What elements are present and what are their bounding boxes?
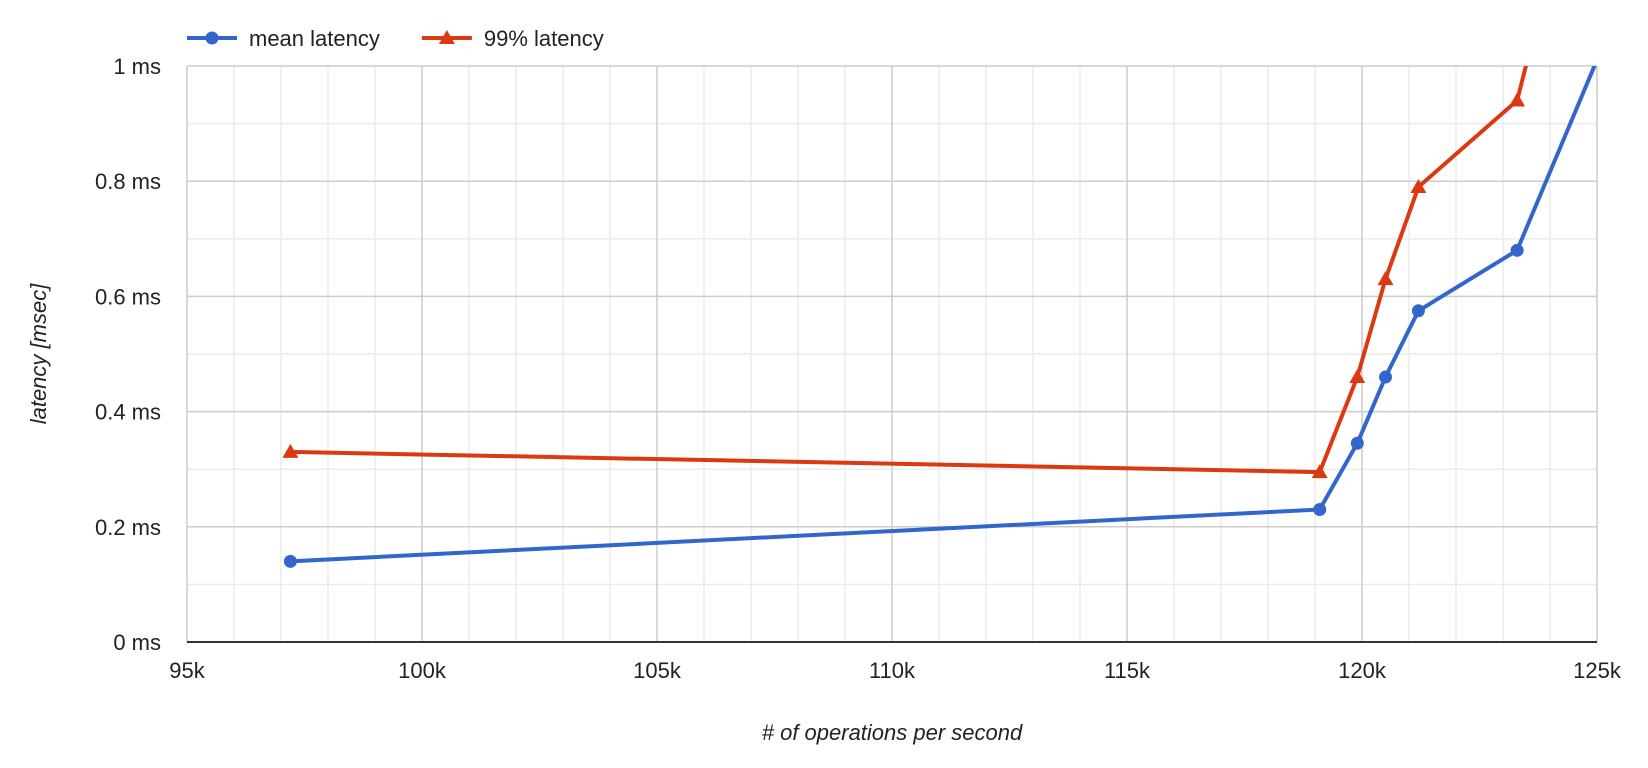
data-point-triangle <box>1349 369 1366 384</box>
legend-label: 99% latency <box>484 26 604 51</box>
data-point-circle <box>1595 42 1608 55</box>
legend-label: mean latency <box>249 26 380 51</box>
legend-item-1: 99% latency <box>421 26 604 51</box>
x-tick-label: 120k <box>1338 658 1387 683</box>
series-0 <box>283 42 1608 568</box>
x-tick-label: 100k <box>398 658 447 683</box>
data-point-triangle <box>1533 0 1549 14</box>
y-tick-label: 1 ms <box>113 54 161 79</box>
y-axis-title: latency [msec] <box>26 283 51 424</box>
data-point-triangle <box>1311 464 1328 479</box>
series-1 <box>282 0 1549 479</box>
axes <box>186 66 1597 643</box>
data-point-triangle <box>1410 178 1427 193</box>
legend-marker-triangle <box>438 30 455 44</box>
x-tick-labels: 95k 100k 105k 110k 115k 120k 125k <box>169 658 1622 683</box>
x-tick-label: 125k <box>1573 658 1622 683</box>
y-tick-label: 0.6 ms <box>95 284 161 309</box>
legend-marker-circle <box>205 31 219 45</box>
legend: mean latency 99% latency <box>187 26 604 51</box>
data-point-circle <box>1313 503 1327 517</box>
y-tick-label: 0 ms <box>113 630 161 655</box>
series-layer <box>282 0 1608 568</box>
data-point-triangle <box>1509 92 1526 107</box>
x-tick-label: 110k <box>869 658 916 683</box>
data-point-circle <box>283 554 297 568</box>
legend-item-0: mean latency <box>187 26 380 51</box>
x-tick-label: 115k <box>1104 658 1151 683</box>
data-point-circle <box>1379 370 1392 384</box>
x-tick-label: 105k <box>633 658 682 683</box>
y-tick-label: 0.2 ms <box>95 515 161 540</box>
series-line <box>288 66 1528 475</box>
x-axis-title: # of operations per second <box>762 720 1023 745</box>
data-point-triangle <box>282 443 299 458</box>
series-line <box>288 66 1597 564</box>
y-tick-label: 0.8 ms <box>95 169 161 194</box>
x-tick-label: 95k <box>169 658 205 683</box>
data-point-circle <box>1510 243 1524 257</box>
y-tick-label: 0.4 ms <box>95 400 161 425</box>
data-point-triangle <box>1377 271 1394 286</box>
y-tick-labels: 0 ms 0.2 ms 0.4 ms 0.6 ms 0.8 ms 1 ms <box>95 54 161 655</box>
data-point-circle <box>1350 436 1364 450</box>
data-point-circle <box>1411 304 1425 318</box>
